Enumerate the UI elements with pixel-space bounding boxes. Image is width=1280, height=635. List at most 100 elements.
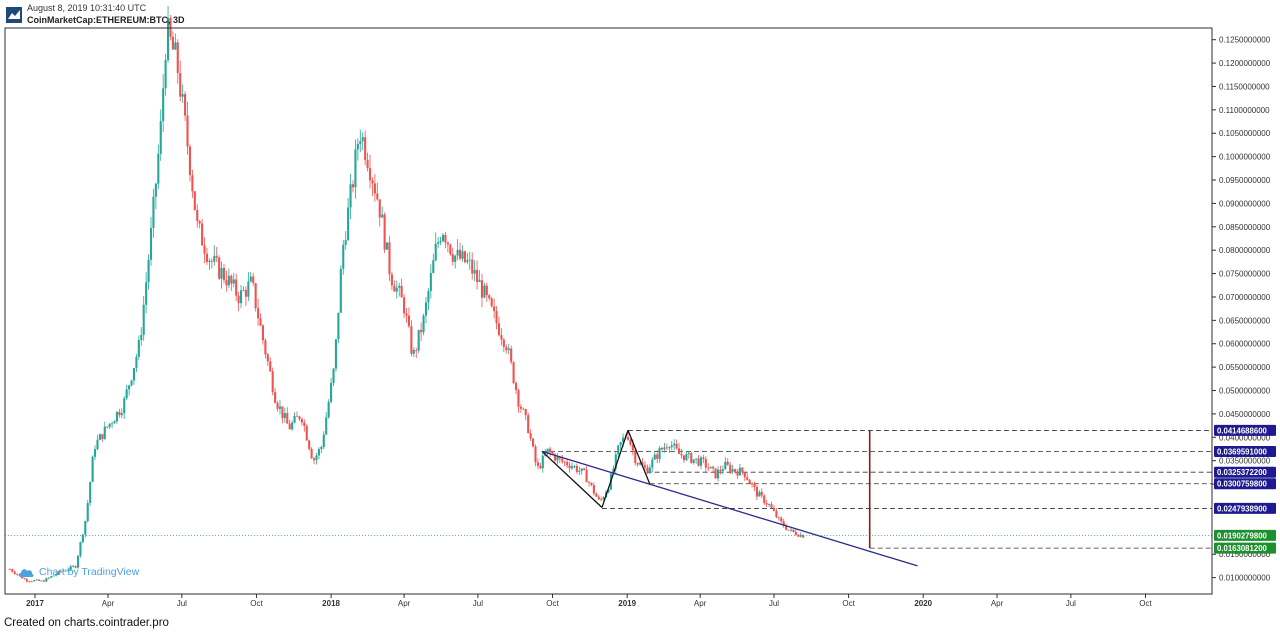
candle[interactable]	[651, 459, 654, 468]
candle[interactable]	[719, 469, 722, 472]
candle[interactable]	[135, 356, 138, 369]
candle[interactable]	[235, 279, 238, 296]
candle[interactable]	[534, 446, 537, 463]
candle[interactable]	[310, 448, 313, 459]
candle[interactable]	[86, 503, 89, 521]
candle[interactable]	[758, 492, 761, 497]
candle[interactable]	[729, 464, 732, 472]
candle[interactable]	[174, 42, 177, 50]
candle[interactable]	[792, 529, 795, 532]
candle[interactable]	[232, 279, 235, 284]
candle[interactable]	[96, 439, 99, 450]
candle[interactable]	[47, 577, 50, 579]
candle[interactable]	[52, 575, 55, 577]
candle[interactable]	[276, 402, 279, 409]
candle[interactable]	[8, 569, 11, 571]
candle[interactable]	[775, 510, 778, 518]
candle[interactable]	[303, 422, 306, 426]
candle[interactable]	[777, 517, 780, 519]
candle[interactable]	[424, 302, 428, 316]
candle[interactable]	[553, 454, 557, 461]
candle[interactable]	[673, 443, 676, 446]
candle[interactable]	[646, 467, 649, 474]
candle[interactable]	[736, 471, 739, 476]
candle[interactable]	[201, 223, 204, 246]
pattern-line[interactable]	[541, 450, 603, 508]
candle[interactable]	[300, 418, 303, 423]
candle[interactable]	[495, 311, 498, 324]
candle[interactable]	[128, 385, 131, 390]
candle[interactable]	[568, 465, 571, 469]
candle[interactable]	[510, 348, 513, 363]
candle[interactable]	[772, 507, 776, 511]
candle[interactable]	[147, 259, 150, 283]
candle[interactable]	[663, 447, 666, 450]
candle[interactable]	[205, 253, 209, 262]
candle[interactable]	[578, 470, 581, 472]
candle[interactable]	[626, 437, 630, 440]
candle[interactable]	[237, 295, 240, 304]
candle[interactable]	[84, 520, 87, 535]
candle[interactable]	[347, 207, 350, 241]
candle[interactable]	[746, 477, 749, 480]
candle[interactable]	[770, 504, 773, 508]
candle[interactable]	[726, 461, 729, 465]
candle[interactable]	[780, 517, 783, 522]
candle[interactable]	[687, 453, 690, 455]
candle[interactable]	[327, 401, 330, 418]
candle[interactable]	[712, 466, 715, 469]
candle[interactable]	[471, 259, 474, 274]
candle[interactable]	[179, 73, 182, 97]
candle[interactable]	[724, 461, 727, 470]
candle[interactable]	[502, 339, 505, 348]
candle[interactable]	[315, 455, 318, 461]
pattern-line[interactable]	[601, 430, 629, 508]
candle[interactable]	[81, 534, 84, 543]
candle[interactable]	[169, 18, 172, 37]
candle[interactable]	[38, 579, 41, 581]
candle[interactable]	[614, 454, 617, 469]
candle[interactable]	[702, 457, 705, 460]
candle[interactable]	[631, 444, 634, 451]
candle[interactable]	[286, 413, 289, 424]
candle[interactable]	[361, 137, 364, 142]
pattern-line[interactable]	[627, 430, 651, 485]
candle[interactable]	[622, 437, 625, 442]
candle[interactable]	[208, 260, 211, 262]
candle[interactable]	[407, 315, 411, 327]
candle[interactable]	[692, 459, 695, 463]
candle[interactable]	[120, 413, 123, 416]
candle[interactable]	[760, 492, 763, 496]
candle[interactable]	[527, 415, 530, 434]
candle[interactable]	[563, 461, 566, 463]
candle[interactable]	[785, 526, 788, 530]
candle[interactable]	[597, 496, 600, 500]
candle[interactable]	[390, 274, 393, 286]
candle[interactable]	[466, 260, 469, 263]
candle[interactable]	[371, 180, 374, 184]
candle[interactable]	[11, 569, 14, 572]
candle[interactable]	[446, 242, 449, 245]
candle[interactable]	[159, 121, 162, 154]
candle[interactable]	[176, 42, 179, 74]
candle[interactable]	[751, 483, 754, 485]
candle[interactable]	[437, 242, 440, 244]
candle[interactable]	[799, 534, 802, 537]
candle[interactable]	[188, 146, 191, 176]
candle[interactable]	[755, 486, 758, 497]
candle[interactable]	[332, 368, 335, 384]
candle[interactable]	[558, 456, 561, 459]
candle[interactable]	[551, 452, 554, 455]
candle[interactable]	[111, 423, 114, 425]
candle[interactable]	[295, 415, 299, 417]
candle[interactable]	[434, 243, 437, 261]
candle[interactable]	[685, 454, 688, 461]
candle[interactable]	[787, 529, 790, 531]
candle[interactable]	[23, 578, 26, 580]
candle[interactable]	[519, 406, 522, 409]
candle[interactable]	[220, 267, 223, 279]
candle[interactable]	[57, 571, 60, 575]
candle[interactable]	[35, 579, 38, 581]
candle[interactable]	[193, 191, 196, 211]
candle[interactable]	[191, 175, 194, 192]
